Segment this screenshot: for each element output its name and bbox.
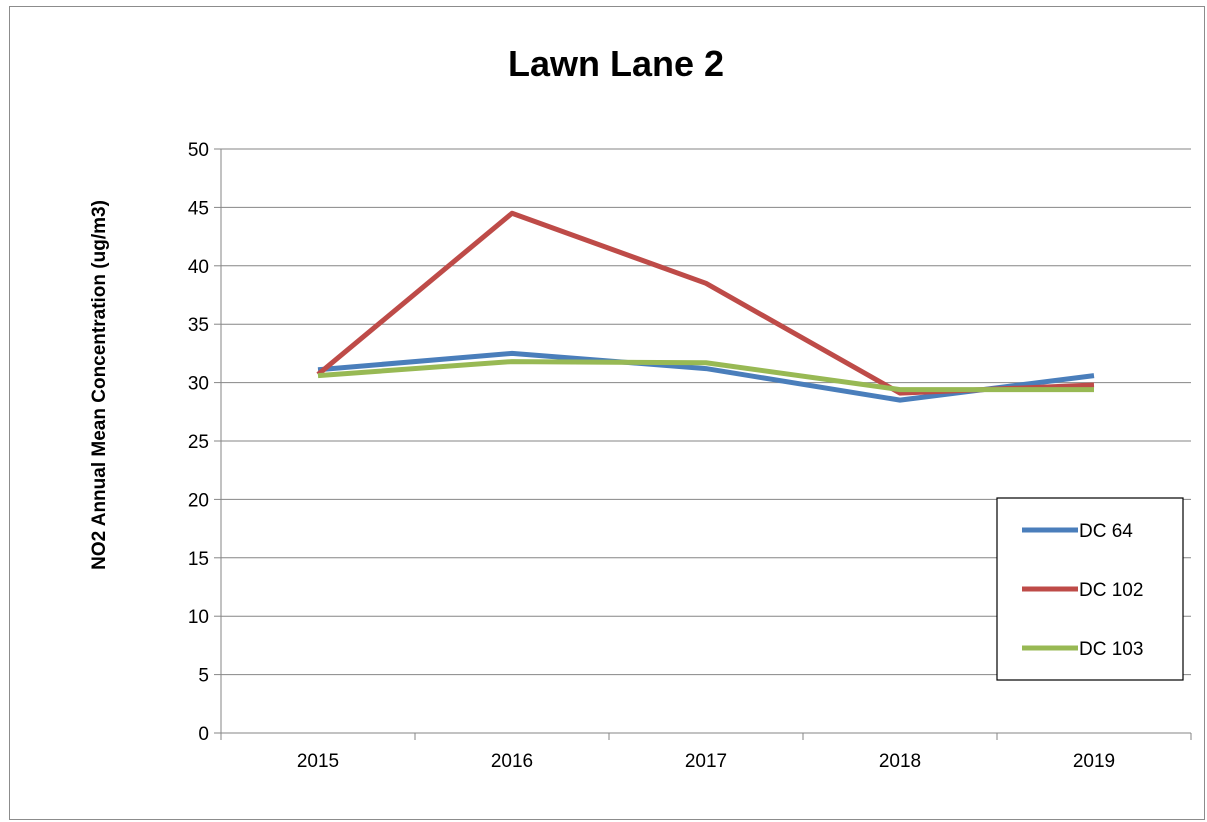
y-tick-label: 0 xyxy=(198,724,209,745)
y-tick-label: 5 xyxy=(198,666,209,687)
y-tick-label: 50 xyxy=(188,140,209,161)
chart-frame xyxy=(9,6,1205,820)
y-tick-label: 25 xyxy=(188,432,209,453)
legend-label: DC 64 xyxy=(1079,521,1133,542)
axes xyxy=(214,148,1192,740)
y-tick-label: 30 xyxy=(188,374,209,395)
x-tick-label: 2016 xyxy=(491,751,533,772)
x-tick-label: 2019 xyxy=(1073,751,1115,772)
legend-label: DC 102 xyxy=(1079,580,1143,601)
series-lines xyxy=(316,210,1095,403)
x-tick-label: 2015 xyxy=(297,751,339,772)
x-tick-label: 2018 xyxy=(879,751,921,772)
legend: DC 64 DC 102 DC 103 xyxy=(996,497,1184,681)
x-tick-labels: 2015 2016 2017 2018 2019 xyxy=(297,751,1115,772)
y-tick-labels: 0 5 10 15 20 25 30 35 40 45 50 xyxy=(188,140,209,745)
y-tick-label: 20 xyxy=(188,490,209,511)
x-tick-label: 2017 xyxy=(685,751,727,772)
y-axis-label: NO2 Annual Mean Concentration (ug/m3) xyxy=(89,200,110,570)
legend-label: DC 103 xyxy=(1079,639,1143,660)
y-tick-label: 15 xyxy=(188,549,209,570)
y-tick-label: 35 xyxy=(188,315,209,336)
chart-title: Lawn Lane 2 xyxy=(508,43,724,84)
y-tick-label: 40 xyxy=(188,257,209,278)
y-tick-label: 45 xyxy=(188,198,209,219)
y-tick-label: 10 xyxy=(188,607,209,628)
series-line-dc-103 xyxy=(317,359,1094,393)
